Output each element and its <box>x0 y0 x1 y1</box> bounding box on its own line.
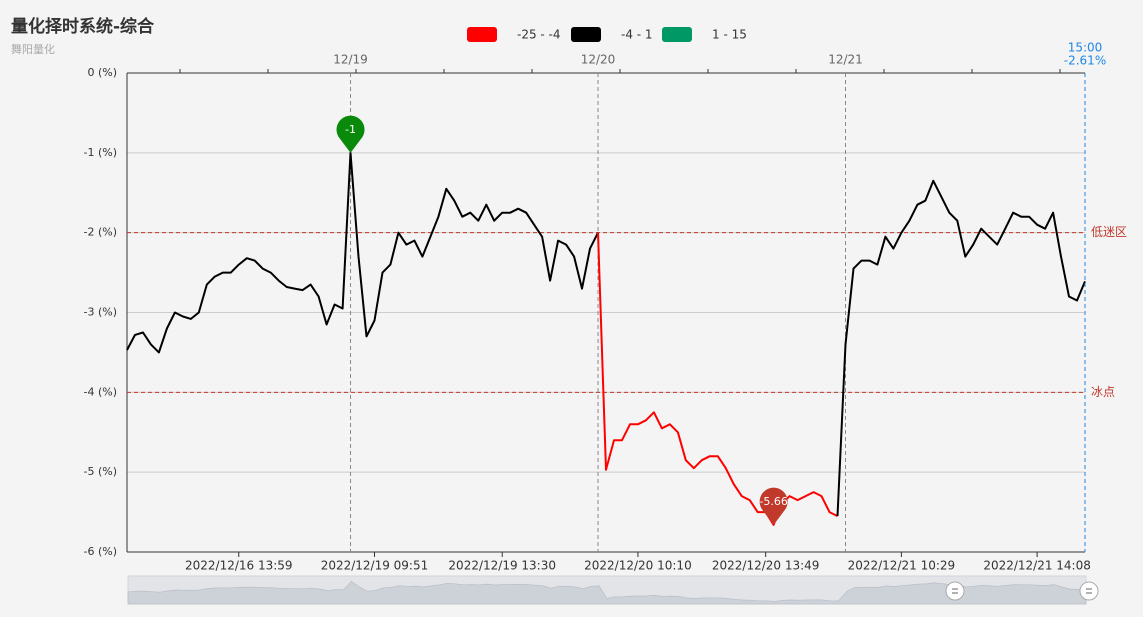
axis-pointer-time: 15:00 <box>1068 41 1103 55</box>
chart-subtitle: 舞阳量化 <box>11 42 55 56</box>
day-label: 12/21 <box>828 53 863 67</box>
y-tick-label: -5 (%) <box>84 465 118 478</box>
day-label: 12/19 <box>333 53 368 67</box>
x-tick-label: 2022/12/21 10:29 <box>848 559 956 573</box>
legend-label: -4 - 1 <box>621 28 653 42</box>
legend-label: 1 - 15 <box>712 28 747 42</box>
x-tick-label: 2022/12/19 13:30 <box>448 559 556 573</box>
legend-label: -25 - -4 <box>517 28 561 42</box>
line-series <box>597 232 838 526</box>
axis-pointer-value: -2.61% <box>1064 54 1106 68</box>
legend-swatch <box>571 27 601 42</box>
y-tick-label: -6 (%) <box>84 545 118 558</box>
x-tick-label: 2022/12/19 09:51 <box>321 559 429 573</box>
x-tick-label: 2022/12/16 13:59 <box>185 559 293 573</box>
day-label: 12/20 <box>581 53 616 67</box>
y-tick-label: -2 (%) <box>84 226 118 239</box>
y-tick-label: -1 (%) <box>84 146 118 159</box>
x-tick-label: 2022/12/20 10:10 <box>584 559 692 573</box>
y-tick-label: -4 (%) <box>84 385 118 398</box>
x-tick-label: 2022/12/20 13:49 <box>712 559 820 573</box>
mark-point-label: -1 <box>345 123 356 136</box>
mark-point <box>759 487 788 525</box>
mark-point-label: -5.66 <box>759 495 787 508</box>
y-tick-label: -3 (%) <box>84 306 118 319</box>
y-tick-label: 0 (%) <box>87 66 117 79</box>
mark-line-label: 冰点 <box>1091 385 1115 399</box>
zoom-handle[interactable] <box>945 581 965 601</box>
chart-title: 量化择时系统-综合 <box>11 16 155 37</box>
line-series <box>836 179 1086 517</box>
legend-swatch <box>662 27 692 42</box>
legend-swatch <box>467 27 497 42</box>
zoom-handle[interactable] <box>1079 581 1099 601</box>
mark-line-label: 低迷区 <box>1091 225 1127 239</box>
x-tick-label: 2022/12/21 14:08 <box>983 559 1091 573</box>
mark-point <box>336 115 365 153</box>
line-series <box>126 151 599 354</box>
zoom-preview <box>127 580 1087 605</box>
